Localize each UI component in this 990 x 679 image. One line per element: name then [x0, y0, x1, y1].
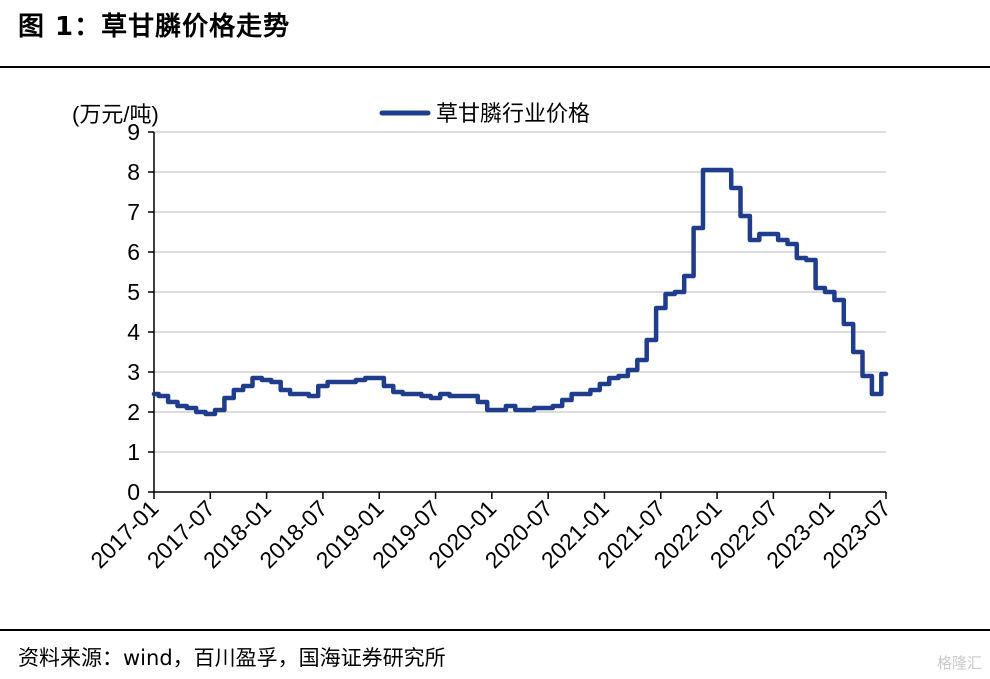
price-line-chart: 0 1 2 3 4 5 6 7 8 9 2017-012017-072018-012018-072… [72, 101, 896, 573]
y-tick-label: 9 [127, 119, 140, 145]
figure-title: 图 1：草甘膦价格走势 [18, 12, 291, 42]
axes [148, 131, 887, 499]
y-tick-label: 8 [127, 159, 140, 185]
watermark-logo: 格隆汇 [936, 654, 982, 672]
y-axis-unit-label: (万元/吨) [72, 102, 159, 127]
x-tick-labels: 2017-012017-072018-012018-072019-012019-… [85, 495, 895, 573]
legend-label: 草甘膦行业价格 [436, 101, 590, 126]
top-rule [0, 66, 990, 68]
y-tick-label: 4 [127, 319, 140, 345]
y-tick-label: 5 [127, 279, 140, 305]
grid-lines [154, 131, 886, 453]
y-tick-labels: 0 1 2 3 4 5 6 7 8 9 [127, 119, 140, 505]
y-tick-label: 7 [127, 199, 140, 225]
legend: 草甘膦行业价格 [379, 101, 590, 126]
source-note: 资料来源：wind，百川盈孚，国海证券研究所 [18, 646, 446, 670]
y-tick-label: 2 [127, 399, 140, 425]
y-tick-label: 1 [127, 439, 140, 465]
bottom-rule [0, 629, 990, 631]
series-line [151, 167, 889, 417]
y-tick-label: 0 [127, 479, 140, 505]
series [151, 167, 889, 417]
y-tick-label: 6 [127, 239, 140, 265]
y-tick-label: 3 [127, 359, 140, 385]
